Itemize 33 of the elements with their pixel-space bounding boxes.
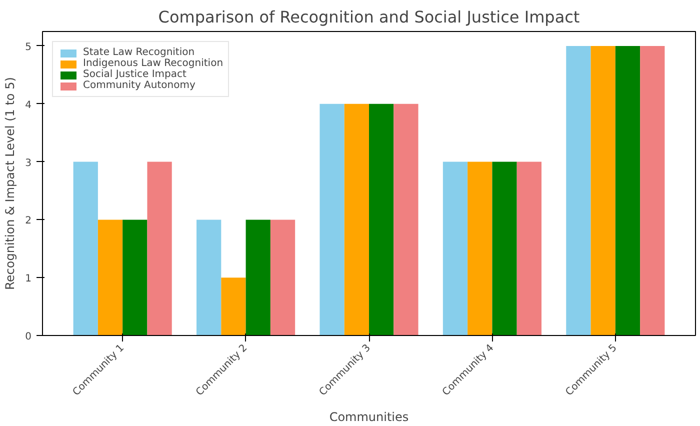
bar: [394, 104, 418, 336]
bar: [270, 220, 296, 336]
bar: [590, 46, 616, 336]
bar: [221, 278, 246, 336]
bar: [344, 104, 369, 336]
y-tick-label: 5: [25, 42, 32, 53]
legend-label: State Law Recognition: [83, 47, 195, 58]
y-tick-label: 4: [25, 100, 32, 111]
y-tick-label: 1: [25, 274, 32, 285]
bar: [516, 162, 542, 336]
legend-label: Indigenous Law Recognition: [83, 58, 224, 69]
bar: [98, 220, 123, 336]
bar: [122, 220, 148, 336]
bar: [246, 220, 270, 336]
bar: [196, 220, 222, 336]
bar: [369, 104, 394, 336]
bar: [492, 162, 517, 336]
chart-title: Comparison of Recognition and Social Justice Impact: [158, 8, 580, 26]
bar: [73, 162, 98, 336]
bar: [640, 46, 665, 336]
legend-label: Social Justice Impact: [83, 69, 186, 80]
y-tick-label: 3: [25, 158, 32, 169]
bar: [442, 162, 468, 336]
bar: [468, 162, 492, 336]
y-tick-label: 0: [25, 332, 32, 342]
bar: [566, 46, 591, 336]
y-axis-title: Recognition & Impact Level (1 to 5): [3, 77, 18, 290]
x-axis-title: Communities: [329, 410, 409, 424]
bar: [320, 104, 344, 336]
legend-label: Community Autonomy: [83, 80, 196, 91]
bar: [615, 46, 640, 336]
y-tick-label: 2: [25, 216, 32, 227]
bar: [147, 162, 172, 336]
